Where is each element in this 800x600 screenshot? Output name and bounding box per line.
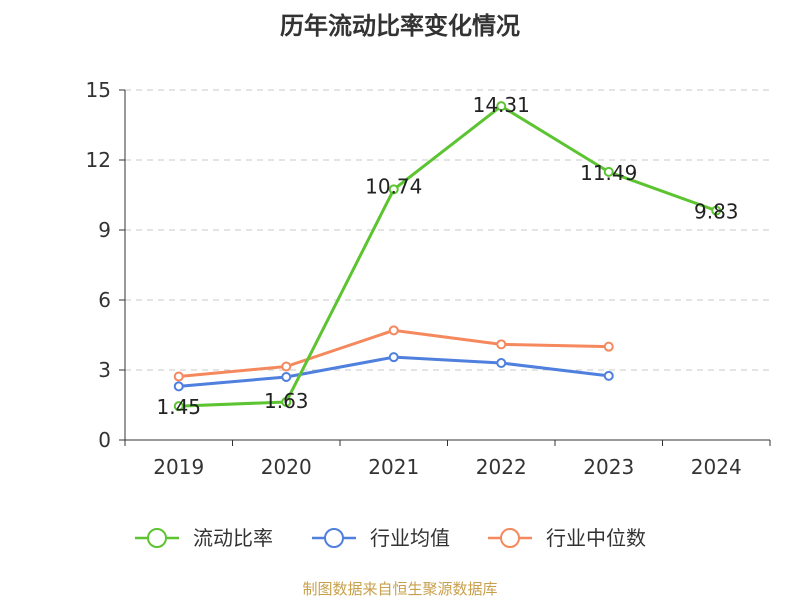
data-point <box>603 166 614 177</box>
data-point <box>281 361 292 372</box>
legend-item: 行业均值 <box>312 526 450 550</box>
x-tick-label: 2022 <box>476 455 527 479</box>
y-tick-label: 0 <box>98 428 111 452</box>
data-label: 10.74 <box>365 174 422 198</box>
y-tick-label: 3 <box>98 358 111 382</box>
series-line <box>178 104 717 408</box>
data-label: 11.49 <box>580 161 637 185</box>
data-point <box>496 101 507 112</box>
legend-label: 行业中位数 <box>546 526 646 550</box>
y-tick-label: 9 <box>98 218 111 242</box>
data-label: 9.83 <box>694 200 739 224</box>
data-label: 1.63 <box>264 389 309 413</box>
data-point <box>496 358 507 368</box>
x-tick-label: 2019 <box>153 455 204 479</box>
chart-title: 历年流动比率变化情况 <box>280 12 520 40</box>
legend-item: 行业中位数 <box>488 526 646 550</box>
data-point <box>388 352 399 363</box>
x-tick-label: 2021 <box>368 455 419 479</box>
legend-label: 流动比率 <box>193 526 273 550</box>
data-point <box>603 341 614 352</box>
data-point <box>281 396 292 407</box>
legend-swatch-marker <box>147 528 167 548</box>
data-point <box>173 371 184 382</box>
data-point <box>496 339 507 350</box>
x-tick-label: 2023 <box>583 455 634 479</box>
source-note: 制图数据来自恒生聚源数据库 <box>302 580 498 598</box>
data-point <box>173 401 184 412</box>
data-point <box>281 372 292 382</box>
grid-lines <box>125 89 770 371</box>
series <box>173 101 722 412</box>
axes: 0 3 6 9 12 15 2019 2020 2021 2022 2023 2024 <box>86 78 771 479</box>
data-labels: 1.45 1.63 10.74 14.31 11.49 9.83 <box>156 93 738 419</box>
legend-label: 行业均值 <box>370 526 450 550</box>
legend-swatch-marker <box>324 528 344 548</box>
x-tick-label: 2020 <box>261 455 312 479</box>
data-point <box>603 370 614 381</box>
legend: 流动比率 行业均值 行业中位数 <box>135 526 646 550</box>
y-tick-label: 6 <box>98 288 111 312</box>
data-label: 1.45 <box>156 395 201 419</box>
legend-swatch-marker <box>500 528 520 548</box>
y-tick-label: 15 <box>86 78 111 102</box>
x-tick-label: 2024 <box>691 455 742 479</box>
data-point <box>711 205 722 216</box>
data-point <box>388 325 399 336</box>
data-label: 14.31 <box>473 93 530 117</box>
data-point <box>173 381 184 392</box>
legend-item: 流动比率 <box>135 526 273 550</box>
y-tick-label: 12 <box>86 148 111 172</box>
data-point <box>388 184 399 195</box>
